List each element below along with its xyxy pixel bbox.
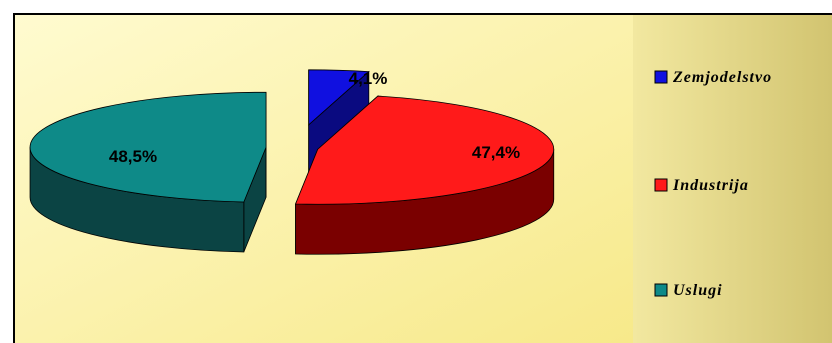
pie-slice-zemjodelstvo-top xyxy=(308,69,370,126)
legend-item-industrija: Industrija xyxy=(654,177,749,194)
legend: Zemjodelstvo Industrija Uslugi xyxy=(654,69,772,299)
data-label-uslugi: 48,5% xyxy=(109,147,157,166)
data-label-industrija: 47,4% xyxy=(472,143,520,162)
pie-slice-uslugi xyxy=(29,91,267,253)
pie-slices xyxy=(29,69,555,255)
legend-swatch-industrija xyxy=(654,178,668,192)
legend-item-zemjodelstvo: Zemjodelstvo xyxy=(654,69,772,86)
pie-slice-industrija-top xyxy=(294,95,555,205)
legend-swatch-zemjodelstvo xyxy=(654,70,668,84)
legend-swatch-uslugi xyxy=(654,283,668,297)
legend-label-uslugi: Uslugi xyxy=(673,282,723,299)
pie-slice-uslugi-top xyxy=(29,91,267,203)
pie-labels: 4,1% 47,4% 48,5% xyxy=(109,69,520,166)
pie-slice-industrija xyxy=(294,95,555,255)
legend-label-zemjodelstvo: Zemjodelstvo xyxy=(672,69,772,86)
data-label-zemjodelstvo: 4,1% xyxy=(349,69,388,88)
legend-label-industrija: Industrija xyxy=(672,177,749,194)
legend-item-uslugi: Uslugi xyxy=(654,282,723,299)
